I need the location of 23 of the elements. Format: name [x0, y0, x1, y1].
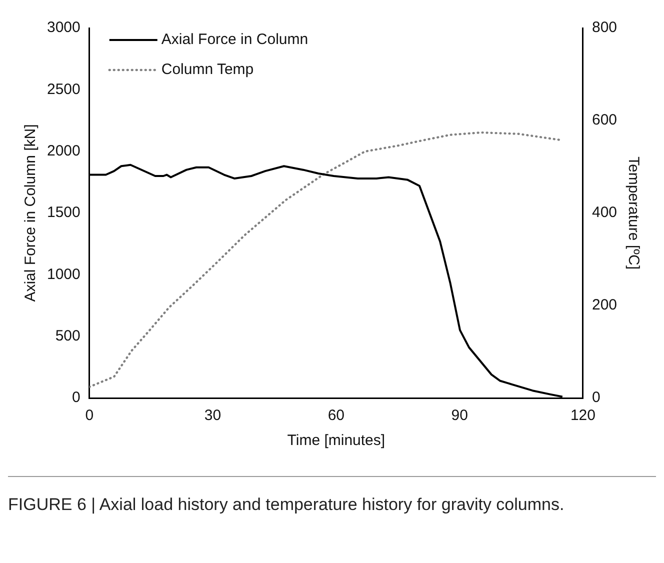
- x-axis-title: Time [minutes]: [287, 432, 386, 450]
- y-tick-label: 2000: [46, 142, 80, 160]
- y-tick-label: 1000: [46, 266, 80, 283]
- y-tick-label: 0: [72, 389, 80, 406]
- legend-label: Column Temp: [161, 61, 254, 78]
- y-tick-label: 2500: [46, 80, 80, 98]
- x-tick-label: 60: [328, 407, 345, 424]
- x-tick-label: 30: [204, 407, 222, 424]
- y-tick-label: 1500: [46, 204, 80, 222]
- y2-tick-label: 200: [592, 296, 618, 314]
- y-axis-title: Axial Force in Column [kN]: [22, 124, 40, 302]
- x-tick-label: 120: [570, 407, 596, 424]
- y2-tick-label: 400: [592, 204, 618, 222]
- x-tick-label: 0: [85, 407, 94, 424]
- caption: FIGURE 6 | Axial load history and temperature history for gravity columns.: [8, 494, 566, 516]
- y-tick-label: 500: [55, 327, 80, 344]
- legend-label: Axial Force in Column: [161, 31, 308, 48]
- y-tick-label: 3000: [46, 19, 80, 36]
- y2-axis-title: Temperature [ºC]: [624, 156, 642, 270]
- y2-tick-label: 0: [592, 389, 600, 406]
- y2-tick-label: 600: [592, 112, 618, 129]
- x-tick-label: 90: [451, 407, 468, 424]
- y2-tick-label: 800: [592, 19, 618, 36]
